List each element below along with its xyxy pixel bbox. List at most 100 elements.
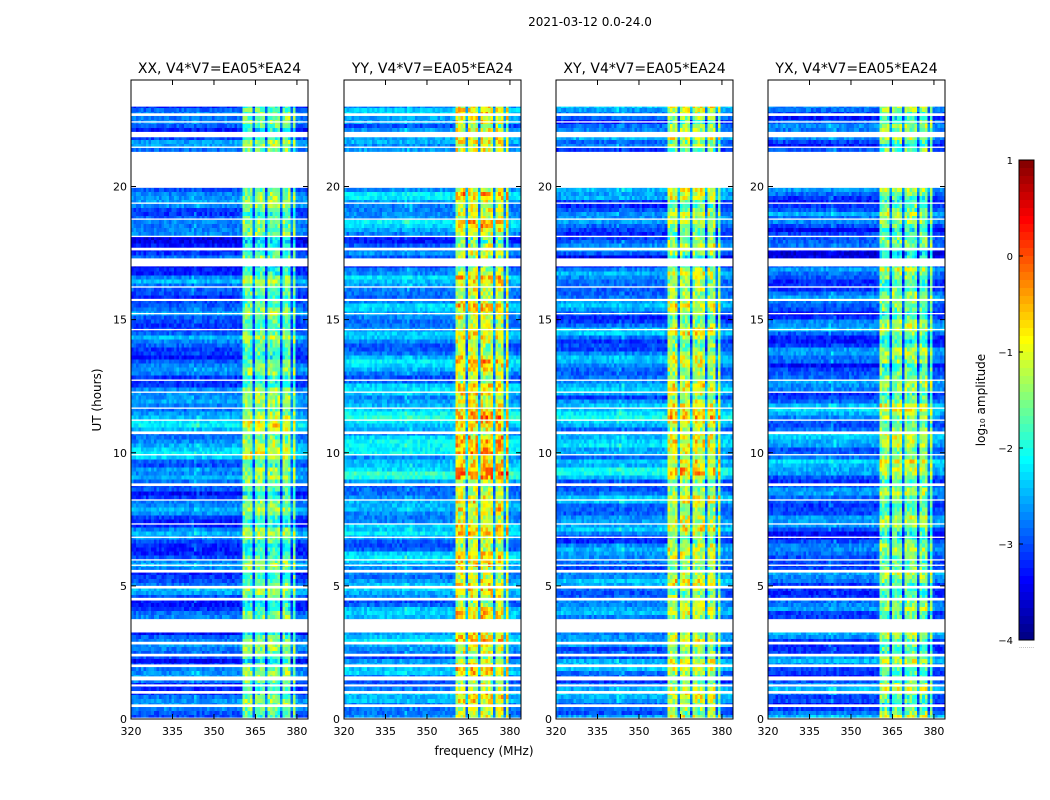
heatmap-cell <box>280 199 284 205</box>
heatmap-cell <box>262 191 266 197</box>
heatmap-cell <box>138 215 142 221</box>
heatmap-cell <box>201 191 205 197</box>
heatmap-cell <box>239 347 243 352</box>
heatmap-cell <box>199 231 203 237</box>
heatmap-cell <box>300 147 304 153</box>
heatmap-cell <box>297 235 301 241</box>
heatmap-cell <box>300 335 304 340</box>
heatmap-cell <box>191 347 195 352</box>
heatmap-cell <box>153 139 157 145</box>
heatmap-cell <box>229 307 233 313</box>
heatmap-cell <box>131 107 134 113</box>
heatmap-cell <box>151 147 155 153</box>
heatmap-cell <box>186 267 190 273</box>
heatmap-cell <box>201 219 205 225</box>
heatmap-cell <box>191 275 195 281</box>
heatmap-cell <box>254 267 258 273</box>
heatmap-cell <box>237 191 241 197</box>
heatmap-cell <box>222 271 225 277</box>
heatmap-cell <box>257 279 261 285</box>
heatmap-cell <box>199 291 203 297</box>
heatmap-cell <box>181 115 185 121</box>
heatmap-cell <box>166 315 170 321</box>
heatmap-cell <box>189 147 193 153</box>
heatmap-cell <box>181 211 185 217</box>
heatmap-cell <box>189 231 193 237</box>
heatmap-cell <box>181 195 185 201</box>
heatmap-cell <box>179 275 182 281</box>
heatmap-cell <box>179 267 182 273</box>
heatmap-cell <box>168 315 172 321</box>
heatmap-cell <box>214 147 218 153</box>
heatmap-cell <box>184 319 188 325</box>
heatmap-cell <box>156 239 160 245</box>
heatmap-cell <box>222 287 225 293</box>
heatmap-cell <box>158 123 162 129</box>
heatmap-cell <box>265 235 268 241</box>
heatmap-cell <box>257 315 261 321</box>
heatmap-cell <box>290 123 294 129</box>
heatmap-cell <box>242 307 246 313</box>
heatmap-cell <box>227 187 231 193</box>
heatmap-cell <box>272 227 276 233</box>
heatmap-cell <box>295 127 299 133</box>
heatmap-cell <box>153 267 157 273</box>
heatmap-cell <box>176 267 180 273</box>
heatmap-cell <box>277 135 281 141</box>
heatmap-cell <box>297 199 301 205</box>
heatmap-cell <box>237 267 241 273</box>
heatmap-cell <box>211 251 215 257</box>
heatmap-cell <box>267 275 271 281</box>
heatmap-cell <box>163 203 167 209</box>
heatmap-cell <box>285 251 289 257</box>
heatmap-cell <box>196 239 200 245</box>
heatmap-cell <box>287 351 291 356</box>
heatmap-cell <box>234 203 238 209</box>
heatmap-cell <box>214 355 218 360</box>
heatmap-cell <box>161 319 165 325</box>
heatmap-cell <box>300 243 304 249</box>
heatmap-cell <box>184 223 188 229</box>
heatmap-cell <box>254 227 258 233</box>
heatmap-cell <box>133 267 137 273</box>
heatmap-cell <box>163 347 167 352</box>
heatmap-cell <box>244 215 248 221</box>
heatmap-cell <box>136 243 139 249</box>
heatmap-cell <box>234 147 238 153</box>
heatmap-cell <box>189 271 193 277</box>
heatmap-cell <box>161 243 165 249</box>
heatmap-cell <box>224 231 228 237</box>
heatmap-cell <box>262 143 266 149</box>
heatmap-cell <box>227 323 231 329</box>
heatmap-cell <box>204 211 208 217</box>
heatmap-cell <box>222 187 225 193</box>
heatmap-cell <box>254 143 258 149</box>
heatmap-cell <box>201 255 205 261</box>
heatmap-cell <box>282 359 286 364</box>
heatmap-cell <box>247 267 251 273</box>
heatmap-cell <box>219 347 223 352</box>
heatmap-cell <box>181 147 185 153</box>
heatmap-cell <box>302 135 306 141</box>
heatmap-cell <box>156 207 160 213</box>
heatmap-cell <box>290 199 294 205</box>
heatmap-cell <box>156 319 160 325</box>
heatmap-cell <box>171 207 175 213</box>
heatmap-cell <box>302 127 306 133</box>
heatmap-cell <box>290 231 294 237</box>
heatmap-cell <box>201 207 205 213</box>
heatmap-cell <box>247 195 251 201</box>
heatmap-cell <box>214 107 218 113</box>
heatmap-cell <box>285 339 289 344</box>
heatmap-cell <box>209 291 213 297</box>
heatmap-cell <box>292 207 296 213</box>
heatmap-cell <box>206 303 210 309</box>
heatmap-cell <box>196 231 200 237</box>
heatmap-cell <box>247 351 251 356</box>
heatmap-cell <box>265 343 268 348</box>
heatmap-cell <box>141 363 145 368</box>
heatmap-cell <box>156 223 160 229</box>
heatmap-cell <box>259 323 263 329</box>
heatmap-cell <box>222 195 225 201</box>
heatmap-cell <box>196 219 200 225</box>
